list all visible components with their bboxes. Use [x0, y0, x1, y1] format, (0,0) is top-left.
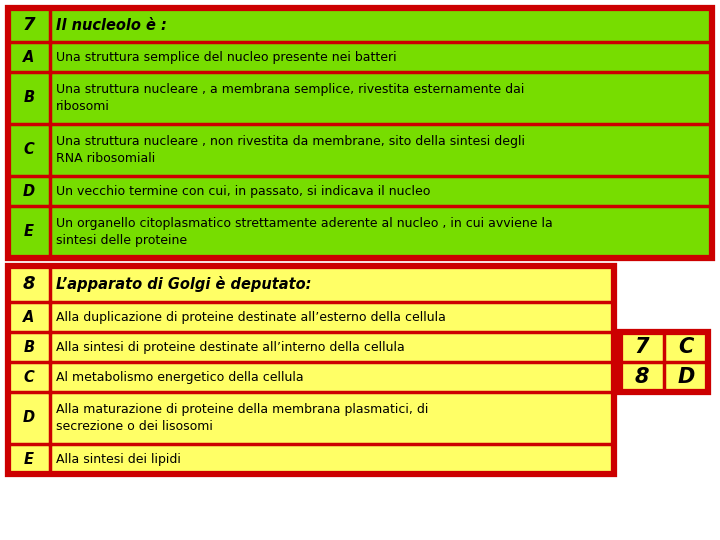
- Text: E: E: [24, 225, 34, 240]
- Bar: [8, 8, 712, 42]
- Text: Una struttura semplice del nucleo presente nei batteri: Una struttura semplice del nucleo presen…: [56, 51, 397, 64]
- Text: 8: 8: [635, 367, 649, 387]
- Bar: [620, 332, 708, 392]
- Text: Un organello citoplasmatico strettamente aderente al nucleo , in cui avviene la
: Un organello citoplasmatico strettamente…: [56, 217, 553, 247]
- Bar: [8, 206, 712, 258]
- Bar: [8, 266, 614, 302]
- Bar: [8, 392, 614, 444]
- Text: Alla duplicazione di proteine destinate all’esterno della cellula: Alla duplicazione di proteine destinate …: [56, 310, 446, 323]
- Text: Il nucleolo è :: Il nucleolo è :: [56, 17, 167, 32]
- Text: E: E: [24, 451, 34, 467]
- Text: D: D: [23, 184, 35, 199]
- Text: C: C: [24, 369, 35, 384]
- Text: B: B: [24, 340, 35, 354]
- Text: 7: 7: [23, 16, 35, 34]
- Bar: [8, 176, 712, 206]
- Text: Alla maturazione di proteine della membrana plasmatici, di
secrezione o dei liso: Alla maturazione di proteine della membr…: [56, 403, 428, 433]
- Text: D: D: [23, 410, 35, 426]
- Bar: [8, 72, 712, 124]
- Text: Una struttura nucleare , a membrana semplice, rivestita esternamente dai
ribosom: Una struttura nucleare , a membrana semp…: [56, 83, 524, 113]
- Bar: [8, 302, 614, 332]
- Text: Alla sintesi di proteine destinate all’interno della cellula: Alla sintesi di proteine destinate all’i…: [56, 341, 405, 354]
- Bar: [8, 362, 614, 392]
- Text: C: C: [678, 337, 693, 357]
- Bar: [8, 124, 712, 176]
- Text: 7: 7: [635, 337, 649, 357]
- Text: B: B: [24, 91, 35, 105]
- Bar: [8, 332, 614, 362]
- Text: Una struttura nucleare , non rivestita da membrane, sito della sintesi degli
RNA: Una struttura nucleare , non rivestita d…: [56, 135, 525, 165]
- Text: Al metabolismo energetico della cellula: Al metabolismo energetico della cellula: [56, 370, 304, 383]
- Text: A: A: [23, 50, 35, 64]
- Text: 8: 8: [23, 275, 35, 293]
- Bar: [8, 8, 712, 258]
- Bar: [8, 42, 712, 72]
- Bar: [8, 444, 614, 474]
- Text: Alla sintesi dei lipidi: Alla sintesi dei lipidi: [56, 453, 181, 465]
- Bar: [8, 266, 614, 474]
- Text: D: D: [678, 367, 695, 387]
- Text: C: C: [24, 143, 35, 158]
- Text: A: A: [23, 309, 35, 325]
- Text: Un vecchio termine con cui, in passato, si indicava il nucleo: Un vecchio termine con cui, in passato, …: [56, 185, 431, 198]
- Text: L’apparato di Golgi è deputato:: L’apparato di Golgi è deputato:: [56, 276, 312, 292]
